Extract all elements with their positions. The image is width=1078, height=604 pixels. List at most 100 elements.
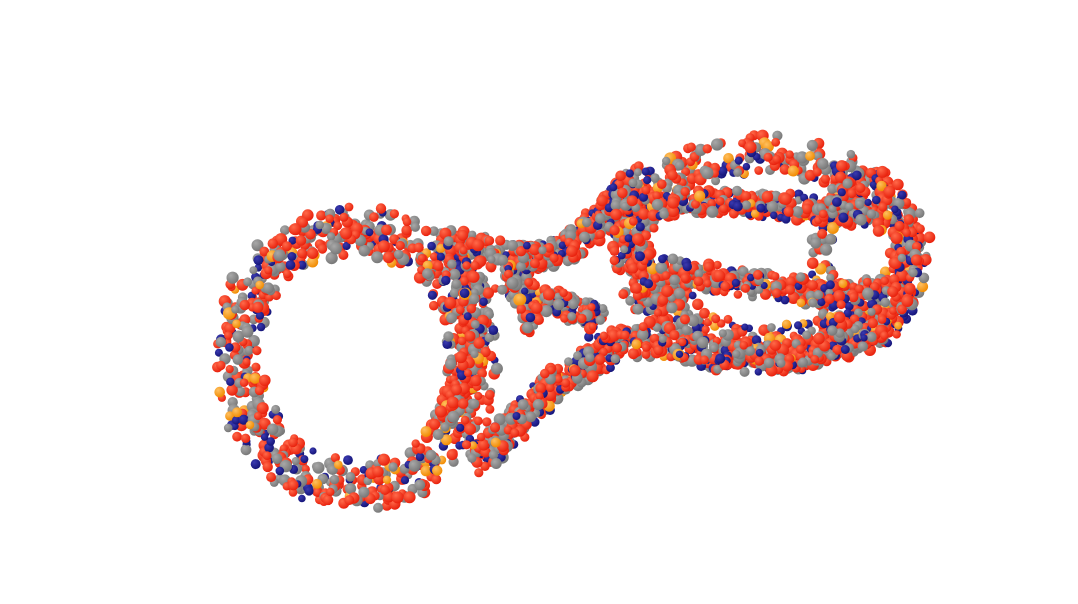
atom [653, 345, 664, 356]
atom [566, 245, 578, 257]
atom [833, 311, 846, 324]
atom [467, 453, 477, 463]
atom [826, 273, 835, 282]
atom [254, 412, 262, 420]
atom [657, 294, 669, 306]
atom [243, 277, 253, 287]
atom [711, 138, 724, 151]
atom [249, 266, 258, 275]
atom [515, 246, 527, 257]
atom [267, 238, 278, 249]
atom [422, 268, 433, 280]
atom [235, 386, 246, 397]
atom [869, 181, 878, 189]
atom [251, 286, 260, 295]
atom [801, 203, 813, 215]
atom [770, 339, 782, 351]
atom [325, 252, 338, 265]
atom [755, 348, 764, 357]
atom [476, 432, 486, 442]
atom [545, 383, 555, 393]
atom [678, 337, 687, 347]
atom [414, 479, 426, 491]
atom [391, 491, 404, 504]
atom [652, 323, 662, 332]
atom [231, 305, 240, 314]
atom [635, 251, 645, 262]
atom [288, 236, 297, 245]
atom [253, 255, 264, 266]
atom [701, 166, 714, 180]
atom [389, 234, 400, 245]
atom [497, 254, 509, 266]
atom [751, 335, 762, 345]
atom [636, 329, 649, 341]
atom [610, 354, 620, 364]
atom [225, 411, 235, 421]
atom [889, 306, 898, 315]
atom [595, 229, 606, 239]
atom [454, 351, 467, 364]
atom [479, 297, 488, 307]
atom [408, 459, 421, 472]
atom [754, 285, 764, 294]
atom [719, 204, 729, 214]
atom [240, 433, 251, 443]
atom [653, 308, 663, 317]
atom [462, 261, 471, 270]
atom [377, 240, 390, 253]
atom [329, 474, 340, 485]
atom [403, 491, 416, 504]
atom [806, 257, 819, 270]
atom [785, 150, 794, 159]
atom [741, 323, 749, 331]
atom [917, 281, 929, 293]
atom [455, 305, 465, 315]
atom [833, 290, 846, 302]
atom [897, 190, 907, 200]
atom [312, 461, 325, 474]
atom [429, 418, 441, 430]
atom [447, 410, 460, 423]
atom [662, 156, 671, 166]
atom [781, 319, 792, 329]
atom [231, 416, 241, 425]
atom [609, 183, 618, 192]
atom [741, 191, 752, 202]
atom [516, 304, 527, 314]
atom [810, 237, 822, 249]
atom [262, 461, 273, 473]
atom [522, 321, 534, 334]
atom [595, 315, 606, 325]
atom [524, 277, 534, 287]
atom [266, 423, 279, 436]
atom [643, 176, 652, 185]
atom [484, 389, 495, 400]
atom [638, 208, 650, 220]
atom [827, 325, 838, 336]
atom [620, 245, 629, 254]
atom [854, 284, 864, 294]
atom [427, 241, 436, 251]
atom [434, 405, 447, 418]
atom [262, 451, 272, 460]
atom [443, 236, 454, 247]
atom [279, 444, 288, 453]
atom [700, 355, 709, 365]
atom [333, 221, 343, 231]
atom [877, 315, 887, 324]
atom [598, 304, 608, 313]
atom [675, 350, 684, 358]
atom [818, 209, 828, 219]
atom [517, 399, 529, 410]
atom [753, 269, 763, 280]
atom [339, 212, 349, 222]
atom [489, 422, 501, 433]
atom [457, 336, 467, 346]
atom [482, 287, 494, 299]
atom [599, 347, 608, 357]
atom [897, 253, 907, 263]
atom [681, 325, 692, 335]
atom [825, 233, 837, 245]
